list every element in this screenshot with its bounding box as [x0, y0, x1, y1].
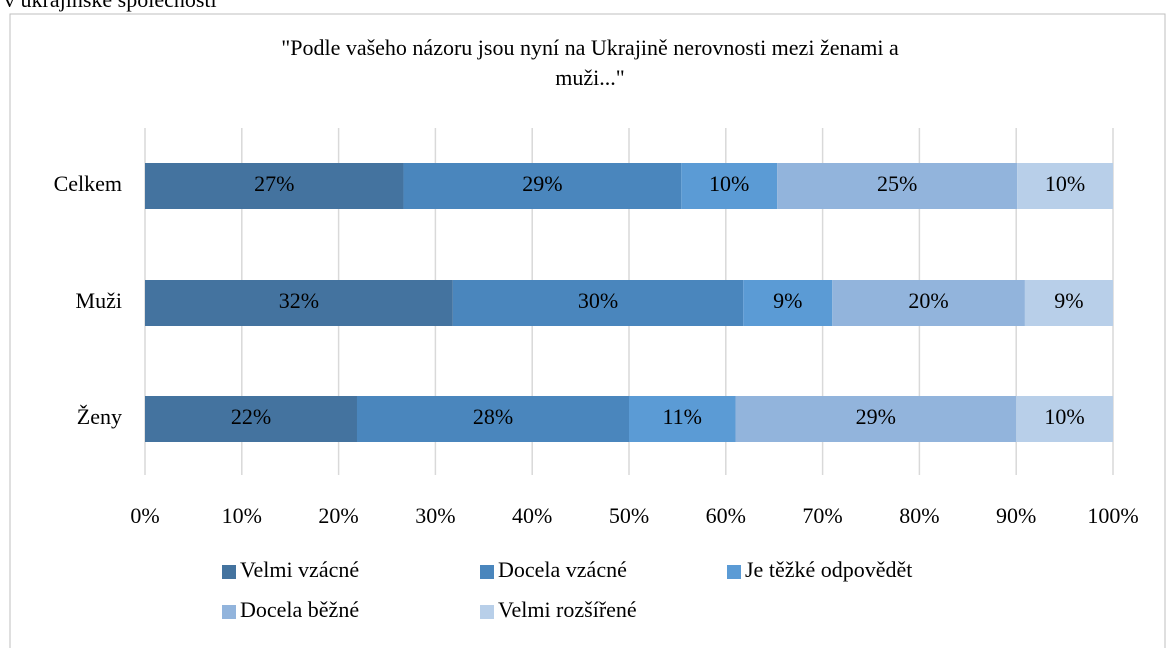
data-label: 9%: [773, 288, 802, 313]
data-label: 10%: [709, 171, 749, 196]
x-tick-label: 70%: [802, 503, 842, 528]
x-tick-label: 50%: [609, 503, 649, 528]
bar-segment: [145, 396, 357, 442]
legend-label: Velmi rozšířené: [498, 597, 637, 622]
data-label: 25%: [877, 171, 917, 196]
x-tick-label: 20%: [318, 503, 358, 528]
data-label: 30%: [578, 288, 618, 313]
x-tick-label: 90%: [996, 503, 1036, 528]
bar-segment: [1024, 280, 1113, 326]
data-label: 29%: [522, 171, 562, 196]
x-tick-label: 10%: [222, 503, 262, 528]
bar-segment: [145, 280, 453, 326]
data-label: 10%: [1045, 171, 1085, 196]
x-tick-label: 40%: [512, 503, 552, 528]
data-label: 32%: [279, 288, 319, 313]
bar-segment: [1017, 163, 1113, 209]
y-tick-label: Celkem: [54, 171, 122, 196]
legend-label: Docela vzácné: [498, 557, 627, 582]
x-tick-label: 100%: [1087, 503, 1138, 528]
data-label: 27%: [254, 171, 294, 196]
bar-segment: [356, 396, 629, 442]
legend-swatch: [222, 565, 236, 579]
bar-segment: [777, 163, 1018, 209]
bar-segment: [735, 396, 1017, 442]
x-tick-label: 80%: [899, 503, 939, 528]
caption: v ukrajinské společnosti: [4, 0, 217, 12]
bar-segment: [403, 163, 682, 209]
data-label: 11%: [662, 404, 702, 429]
legend-swatch: [222, 605, 236, 619]
bar-segment: [743, 280, 833, 326]
y-tick-label: Muži: [76, 288, 122, 313]
data-label: 9%: [1054, 288, 1083, 313]
data-label: 20%: [908, 288, 948, 313]
x-tick-label: 0%: [130, 503, 159, 528]
legend-label: Je těžké odpovědět: [745, 557, 912, 582]
legend-swatch: [480, 565, 494, 579]
chart-title: "Podle vašeho názoru jsou nyní na Ukraji…: [281, 35, 899, 90]
bar-segment: [1016, 396, 1113, 442]
x-tick-label: 30%: [415, 503, 455, 528]
bar-segment: [681, 163, 778, 209]
data-label: 22%: [231, 404, 271, 429]
chart-frame: [9, 13, 1166, 648]
bar-segment: [832, 280, 1025, 326]
y-tick-label: Ženy: [77, 404, 122, 429]
legend-label: Docela běžné: [240, 597, 359, 622]
x-tick-label: 60%: [706, 503, 746, 528]
legend-swatch: [480, 605, 494, 619]
data-label: 29%: [856, 404, 896, 429]
data-label: 10%: [1044, 404, 1084, 429]
bar-segment: [145, 163, 404, 209]
bar-segment: [452, 280, 744, 326]
legend-label: Velmi vzácné: [240, 557, 359, 582]
bar-segment: [629, 396, 736, 442]
data-label: 28%: [473, 404, 513, 429]
legend-swatch: [727, 565, 741, 579]
